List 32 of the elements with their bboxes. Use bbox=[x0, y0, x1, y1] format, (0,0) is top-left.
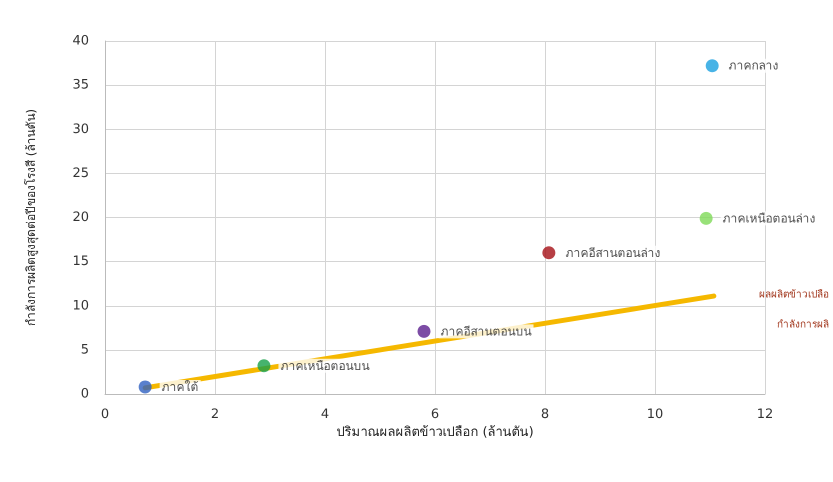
point bbox=[542, 246, 556, 260]
y-tick-label: 0 bbox=[80, 386, 89, 402]
series-label: ภาคอีสานตอนบน bbox=[440, 324, 532, 338]
x-tick-label: 8 bbox=[540, 407, 550, 422]
series-label: ภาคกลาง bbox=[728, 58, 779, 73]
y-tick-label: 30 bbox=[72, 122, 89, 137]
series-label: ภาคเหนือตอนล่าง bbox=[722, 211, 816, 226]
x-tick-label: 12 bbox=[756, 407, 774, 422]
y-tick-label: 15 bbox=[72, 254, 89, 270]
y-tick-label: 40 bbox=[72, 34, 89, 48]
text: กำลังการผลิ bbox=[777, 320, 829, 330]
y-tick-label: 10 bbox=[72, 298, 89, 314]
series-label: ภาคเหนือตอนบน bbox=[280, 358, 370, 373]
point bbox=[700, 212, 713, 225]
x-axis-title: ปริมาณผลผลิตข้าวเปลือก (ล้านตัน) bbox=[336, 424, 534, 440]
x-tick-label: 4 bbox=[320, 407, 330, 422]
y-tick-label: 25 bbox=[72, 166, 89, 181]
annotation: ผลผลิตข้าวเปลือ bbox=[759, 288, 829, 300]
x-tick-label: 0 bbox=[100, 407, 110, 422]
y-axis-title: กำลังการผลิตสูงสุดต่อปีของโรงสี (ล้านตัน) bbox=[24, 108, 39, 326]
point bbox=[257, 359, 270, 372]
series-label: ภาคอีสานตอนล่าง bbox=[565, 246, 660, 260]
x-tick-label: 10 bbox=[646, 407, 664, 422]
y-tick-label: 35 bbox=[72, 78, 89, 93]
point bbox=[138, 380, 152, 394]
x-tick-label: 6 bbox=[430, 407, 440, 422]
point bbox=[418, 324, 430, 338]
series-label: ภาคใต้ bbox=[162, 380, 199, 394]
y-tick-label: 20 bbox=[72, 210, 89, 225]
y-tick-label: 5 bbox=[80, 342, 89, 358]
point bbox=[706, 59, 719, 72]
x-tick-label: 2 bbox=[210, 407, 220, 422]
